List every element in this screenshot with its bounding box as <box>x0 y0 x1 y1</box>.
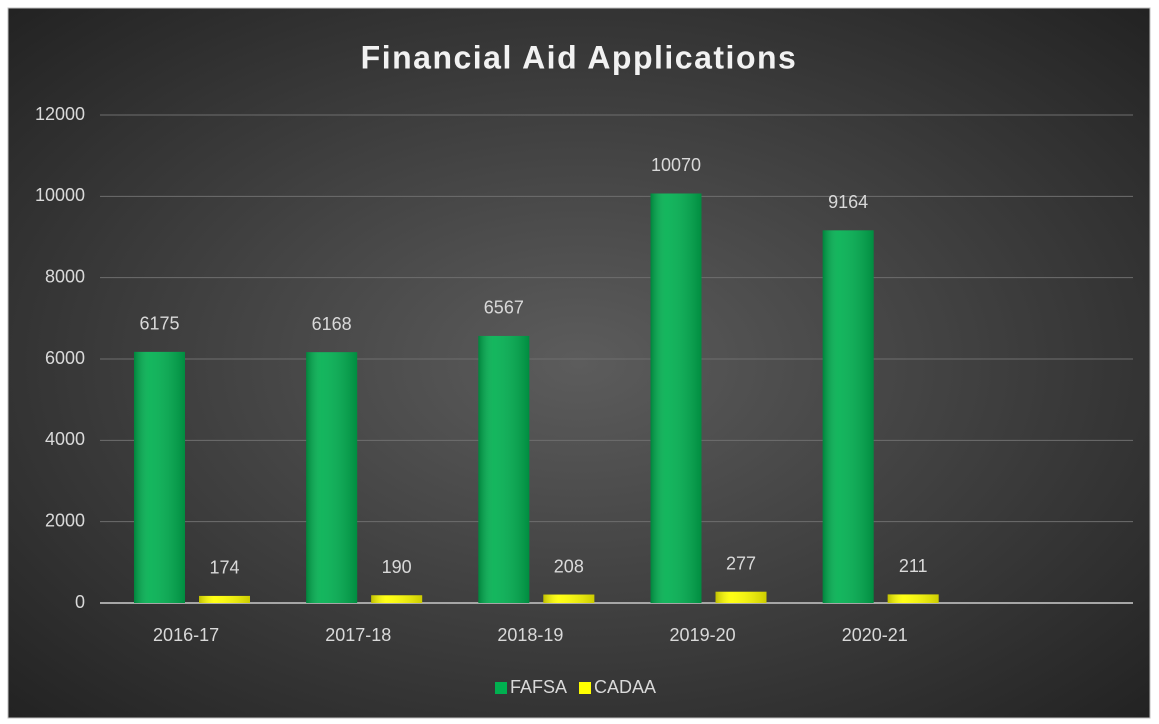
legend-label: CADAA <box>594 677 656 697</box>
data-label: 208 <box>554 556 584 576</box>
x-tick-label: 2016-17 <box>153 625 219 645</box>
y-tick-label: 6000 <box>45 348 85 368</box>
bar <box>478 335 530 603</box>
data-label: 6168 <box>312 314 352 334</box>
x-tick-label: 2018-19 <box>497 625 563 645</box>
x-tick-label: 2020-21 <box>842 625 908 645</box>
y-tick-label: 0 <box>75 592 85 612</box>
bar <box>306 352 358 603</box>
y-tick-label: 10000 <box>35 185 85 205</box>
legend-label: FAFSA <box>510 677 567 697</box>
bar <box>887 594 939 603</box>
data-label: 6567 <box>484 298 524 318</box>
bar <box>715 591 767 603</box>
data-label: 6175 <box>139 314 179 334</box>
bar <box>134 351 185 603</box>
legend-swatch <box>579 682 592 694</box>
data-label: 10070 <box>651 155 701 175</box>
bar <box>371 595 423 603</box>
bar <box>543 594 595 603</box>
x-tick-label: 2019-20 <box>670 625 736 645</box>
bar <box>199 595 250 603</box>
bar <box>650 193 702 603</box>
y-tick-label: 8000 <box>45 266 85 286</box>
chart-title: Financial Aid Applications <box>361 39 798 75</box>
data-label: 190 <box>382 557 412 577</box>
data-label: 174 <box>209 558 239 578</box>
bar <box>822 230 874 603</box>
x-tick-label: 2017-18 <box>325 625 391 645</box>
data-label: 277 <box>726 553 756 573</box>
legend-swatch <box>495 682 507 694</box>
y-tick-label: 4000 <box>45 429 85 449</box>
y-tick-label: 2000 <box>45 510 85 530</box>
y-tick-label: 12000 <box>35 104 85 124</box>
data-label: 9164 <box>828 192 868 212</box>
data-label: 211 <box>899 556 928 576</box>
